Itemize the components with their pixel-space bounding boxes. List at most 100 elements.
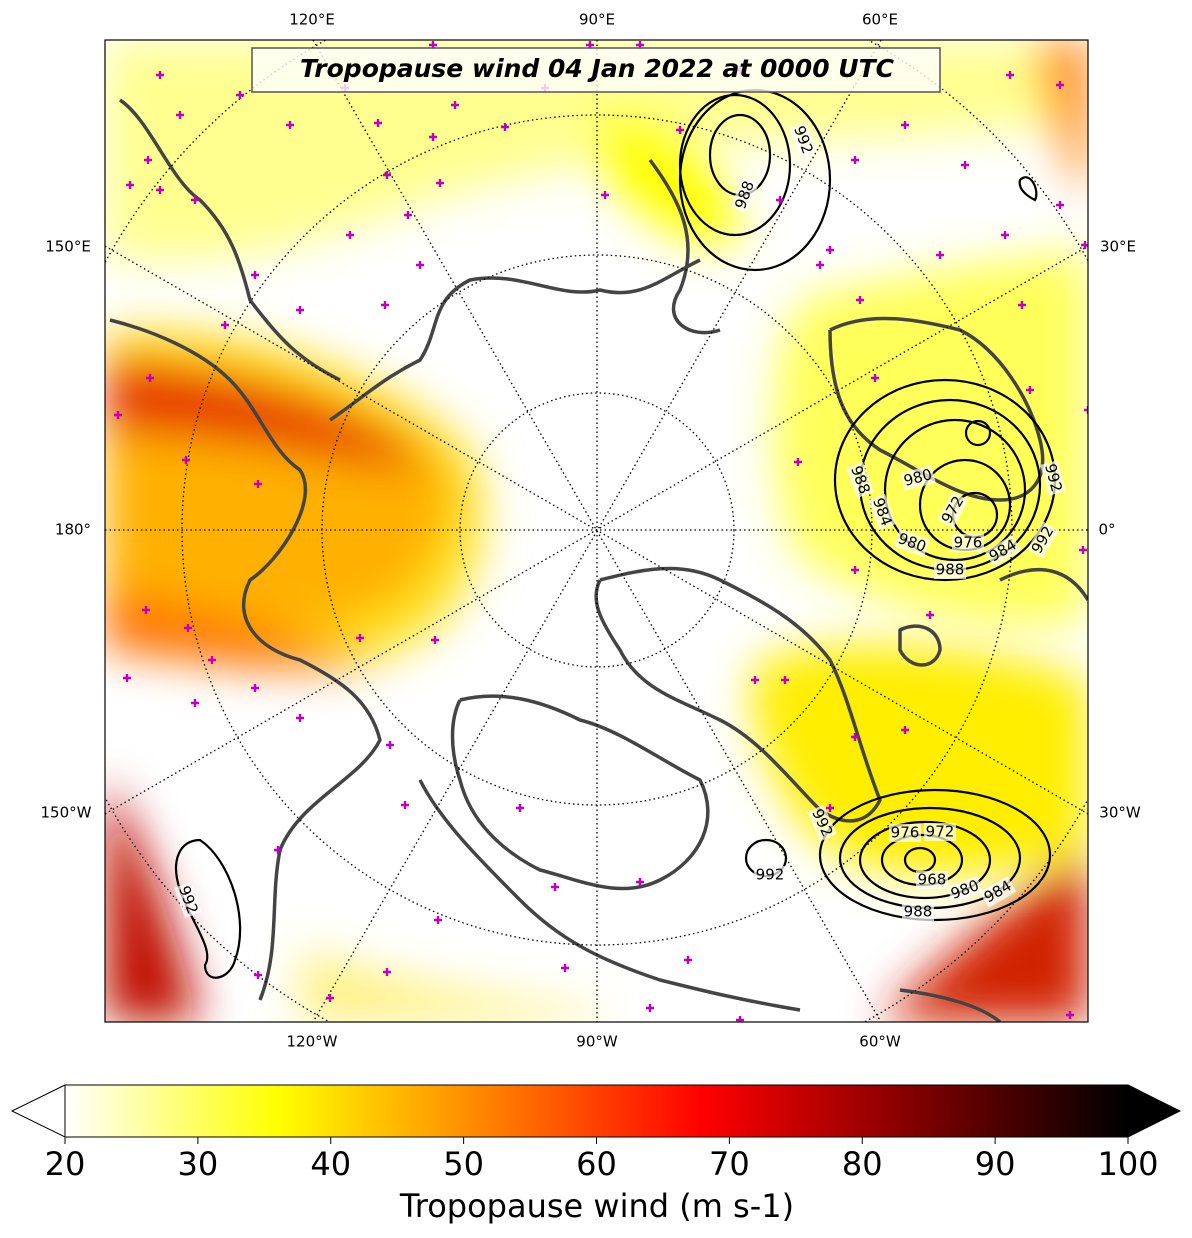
contour-label-bg <box>984 535 1022 567</box>
station-marker <box>751 676 759 684</box>
longitude-label: 60°W <box>859 1033 901 1051</box>
station-marker <box>856 296 864 304</box>
contour-label-bg <box>868 493 896 531</box>
station-marker <box>236 91 244 99</box>
station-marker <box>601 191 609 199</box>
station-marker <box>123 674 131 682</box>
contour-label-bg <box>952 534 984 552</box>
contour-label-bg <box>893 529 931 557</box>
longitude-label: 120°E <box>289 11 335 29</box>
station-marker <box>182 456 190 464</box>
station-marker <box>191 699 199 707</box>
longitude-label: 60°E <box>862 11 898 29</box>
longitude-label: 30°W <box>1099 804 1141 822</box>
station-marker <box>221 321 229 329</box>
station-marker <box>386 741 394 749</box>
longitude-label: 90°E <box>579 11 615 29</box>
station-marker <box>501 123 509 131</box>
contour-label-bg <box>889 824 921 842</box>
contour-label: 968 <box>918 871 947 889</box>
station-marker <box>434 916 442 924</box>
colorbar-tick-label: 30 <box>178 1145 219 1183</box>
station-marker <box>176 111 184 119</box>
contour-label-bg <box>1040 460 1066 496</box>
station-marker <box>296 306 304 314</box>
colorbar: Tropopause wind (m s-1) 20 30 40 50 60 70 80 90… <box>10 1084 1182 1225</box>
station-marker <box>254 480 262 488</box>
station-marker <box>156 71 164 79</box>
station-marker <box>684 956 692 964</box>
station-marker <box>826 804 834 812</box>
station-marker <box>191 196 199 204</box>
station-marker <box>251 271 259 279</box>
station-marker <box>404 211 412 219</box>
station-marker <box>416 261 424 269</box>
station-marker <box>851 566 859 574</box>
station-marker <box>1066 1011 1074 1019</box>
station-marker <box>926 611 934 619</box>
station-marker <box>356 634 364 642</box>
contour-label: 972 <box>926 823 955 841</box>
station-marker <box>451 101 459 109</box>
contour-label-bg <box>937 491 969 529</box>
colorbar-extend-high <box>1127 1084 1182 1138</box>
longitude-label: 150°E <box>45 238 91 256</box>
station-marker <box>936 251 944 259</box>
station-marker <box>561 964 569 972</box>
contour-label-bg <box>979 876 1017 908</box>
station-marker <box>1079 546 1087 554</box>
colorbar-fill <box>65 1085 1128 1137</box>
colorbar-tick-label: 60 <box>576 1145 617 1183</box>
contour-label-bg <box>1027 521 1059 559</box>
contour-label-bg <box>807 804 837 842</box>
station-marker <box>156 186 164 194</box>
station-marker <box>274 846 282 854</box>
station-marker <box>114 411 122 419</box>
station-marker <box>146 374 154 382</box>
station-marker <box>296 714 304 722</box>
station-marker <box>516 804 524 812</box>
station-marker <box>184 624 192 632</box>
station-marker <box>381 301 389 309</box>
station-marker <box>586 41 594 49</box>
station-marker <box>871 374 879 382</box>
station-marker <box>383 968 391 976</box>
contour-label-bg <box>731 176 759 214</box>
station-marker <box>1018 301 1026 309</box>
map-frame <box>104 39 1089 1023</box>
station-marker <box>676 126 684 134</box>
contour-label-bg <box>934 561 966 579</box>
station-marker <box>126 181 134 189</box>
colorbar-extend-low <box>10 1084 66 1138</box>
longitude-label: 90°W <box>576 1033 618 1051</box>
contour-label-bg <box>754 866 786 884</box>
contour-label: 988 <box>904 903 933 921</box>
station-marker <box>254 971 262 979</box>
station-marker <box>286 121 294 129</box>
colorbar-tick-label: 40 <box>310 1145 351 1183</box>
colorbar-label: Tropopause wind (m s-1) <box>399 1187 794 1225</box>
contour-label: 976 <box>891 824 920 842</box>
station-marker <box>429 41 437 49</box>
contour-label-bg <box>916 871 948 889</box>
station-marker <box>374 119 382 127</box>
station-marker <box>401 801 409 809</box>
colorbar-tick-label: 80 <box>842 1145 883 1183</box>
contour-label-bg <box>846 461 874 499</box>
contour-label-bg <box>946 876 984 904</box>
station-marker <box>794 458 802 466</box>
station-marker <box>646 1004 654 1012</box>
station-marker <box>431 636 439 644</box>
colorbar-tick-label: 90 <box>975 1145 1016 1183</box>
station-marker <box>142 606 150 614</box>
contour-label: 976 <box>954 534 983 552</box>
map-title: Tropopause wind 04 Jan 2022 at 0000 UTC <box>300 54 895 83</box>
contour-label-bg <box>900 465 936 491</box>
station-marker <box>1026 386 1034 394</box>
station-marker <box>346 231 354 239</box>
station-marker <box>1084 406 1088 414</box>
station-marker <box>436 179 444 187</box>
station-marker <box>636 41 644 49</box>
